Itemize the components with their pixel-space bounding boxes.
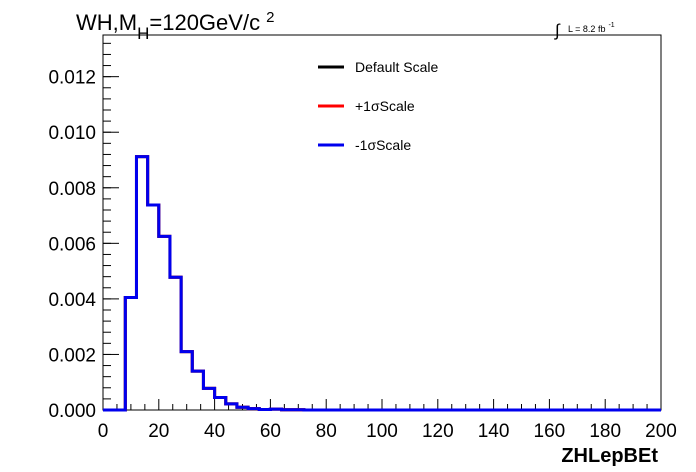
x-tick-label: 200: [645, 421, 677, 442]
legend: Default Scale +1σScale -1σScale: [318, 59, 438, 153]
series-line-+1σScale: [103, 155, 661, 412]
plot-frame: [102, 34, 662, 411]
legend-label: -1σScale: [355, 137, 411, 153]
x-axis: 0 20 40 60 80 100 120 140 160 180 200: [98, 399, 677, 442]
x-tick-label: 100: [366, 421, 398, 442]
y-tick-label: 0.010: [48, 123, 96, 144]
x-axis-label: ZHLepBEt: [561, 445, 658, 467]
integral-sign: ∫: [554, 21, 561, 40]
series-layer: [103, 155, 661, 412]
title-main: WH,M: [76, 10, 137, 35]
x-tick-label: 60: [260, 421, 281, 442]
title-superscript: 2: [266, 9, 274, 26]
y-tick-label: 0.012: [48, 68, 96, 89]
y-tick-label: 0.008: [48, 179, 96, 200]
x-tick-label: 180: [589, 421, 621, 442]
x-tick-label: 0: [98, 421, 109, 442]
x-tick-label: 120: [422, 421, 454, 442]
series-line-Default Scale: [103, 155, 661, 412]
x-tick-label: 80: [316, 421, 337, 442]
y-tick-label: 0.000: [48, 401, 96, 422]
chart-title: WH,MH=120GeV/c 2: [76, 9, 274, 43]
legend-label: Default Scale: [355, 59, 438, 75]
x-tick-label: 140: [478, 421, 510, 442]
luminosity-superscript: -1: [608, 22, 614, 29]
luminosity-label: L = 8.2 fb -1: [568, 22, 615, 34]
y-axis: 0.000 0.002 0.004 0.006 0.008 0.010 0.012: [48, 42, 119, 422]
x-tick-label: 160: [534, 421, 566, 442]
x-tick-label: 20: [148, 421, 169, 442]
x-tick-label: 40: [204, 421, 225, 442]
y-tick-label: 0.002: [48, 345, 96, 366]
y-tick-label: 0.004: [48, 290, 96, 311]
luminosity-main: L = 8.2 fb: [568, 24, 605, 34]
legend-label: +1σScale: [355, 98, 415, 114]
series-line--1σScale: [103, 155, 661, 412]
title-rest: =120GeV/c: [149, 10, 260, 35]
title-subscript: H: [137, 24, 149, 43]
y-tick-label: 0.006: [48, 234, 96, 255]
